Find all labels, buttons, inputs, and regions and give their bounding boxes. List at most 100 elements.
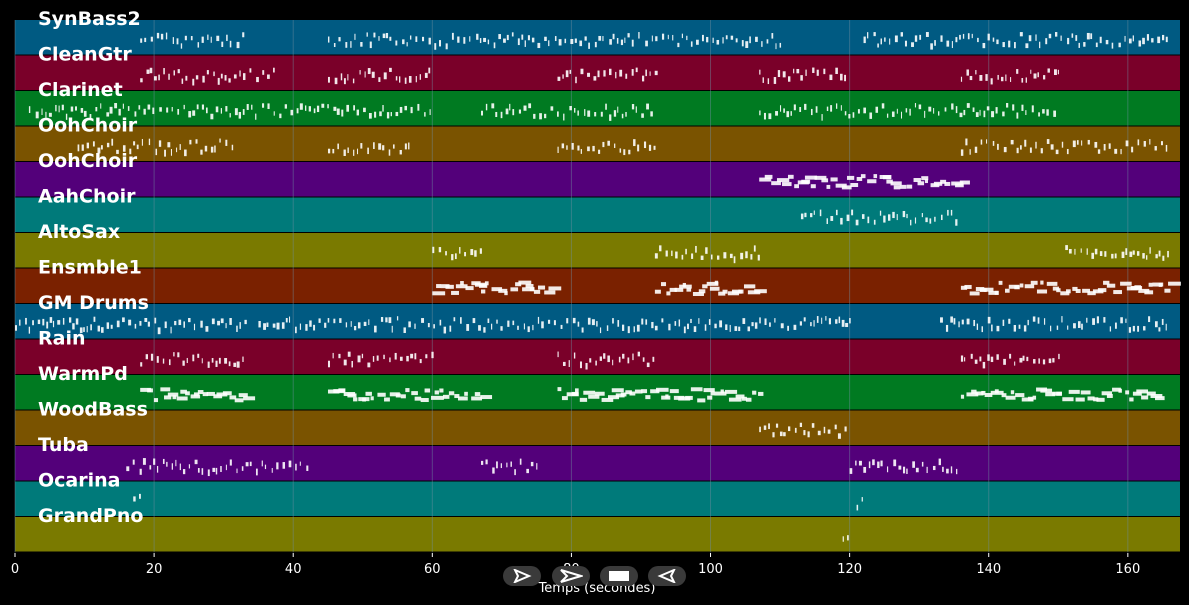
track-lane[interactable] [15,126,1180,162]
track-lane[interactable] [15,162,1180,197]
note [1048,358,1052,364]
note [627,326,630,334]
track-lane[interactable] [15,233,1180,268]
note [771,181,781,186]
note [1072,140,1076,148]
note [759,317,761,324]
note [816,69,819,76]
note [215,106,219,113]
track-lane[interactable] [15,91,1180,126]
track-lane[interactable] [15,197,1180,233]
note [1154,321,1158,328]
track-lane[interactable] [15,339,1180,375]
note [571,142,574,150]
note [706,281,719,286]
fast-forward-button[interactable] [552,566,590,586]
note [971,33,973,39]
note [1128,327,1132,333]
note [877,43,879,48]
note [144,37,147,43]
note [111,138,114,146]
note [1081,140,1083,146]
note [601,397,614,402]
note [379,111,382,117]
note [1114,253,1117,259]
note [1080,390,1091,395]
note [1002,111,1005,117]
track-label: GM Drums [38,292,149,314]
track-lane[interactable] [15,55,1180,91]
note [267,74,270,79]
note [823,68,826,75]
note [977,37,979,43]
note [714,391,727,396]
note [708,319,711,325]
note [492,467,495,474]
note [566,318,569,324]
note [374,325,377,333]
note [438,247,442,253]
note [825,316,827,321]
note [220,73,223,79]
note [216,35,220,42]
note [722,289,728,294]
note [994,389,999,394]
note [607,355,610,363]
note [439,40,442,47]
note [730,35,734,40]
track-lane[interactable] [15,481,1180,517]
rewind-button[interactable] [648,566,686,586]
note [819,209,822,217]
note [299,103,303,110]
track-label: Rain [38,328,86,350]
note [201,36,204,43]
note [703,388,715,393]
note [974,146,978,153]
note [276,322,280,330]
track-lane[interactable] [15,410,1180,446]
track-lane[interactable] [15,268,1180,304]
note [1047,68,1050,73]
note [159,107,162,112]
track-lane[interactable] [15,446,1180,481]
note [975,112,979,118]
note [306,465,309,471]
note [28,326,31,334]
note [738,289,744,294]
note [415,36,418,42]
note [544,290,556,295]
note [519,458,522,465]
track-lane[interactable] [15,20,1180,55]
note [424,72,428,78]
note [674,287,684,292]
note [455,284,468,289]
note [1099,251,1103,256]
note [267,103,270,109]
note [1025,110,1027,116]
note [771,33,774,39]
track-lane[interactable] [15,517,1180,552]
note [918,104,922,110]
note [1037,72,1039,78]
note [906,184,913,189]
note [807,431,810,438]
note [1068,389,1080,394]
play-button[interactable] [503,566,541,586]
note [210,36,212,43]
note [101,327,104,333]
note [768,423,770,430]
note [180,389,187,394]
note [367,68,371,75]
note [560,324,563,329]
note [69,317,72,323]
note [346,104,350,112]
note [241,466,244,471]
note [584,109,586,116]
note [83,327,85,332]
note [443,326,447,334]
stop-button[interactable] [600,566,638,586]
note [826,106,829,112]
x-tick-label: 100 [698,562,723,577]
track-label: Tuba [38,434,89,456]
note [81,144,84,151]
